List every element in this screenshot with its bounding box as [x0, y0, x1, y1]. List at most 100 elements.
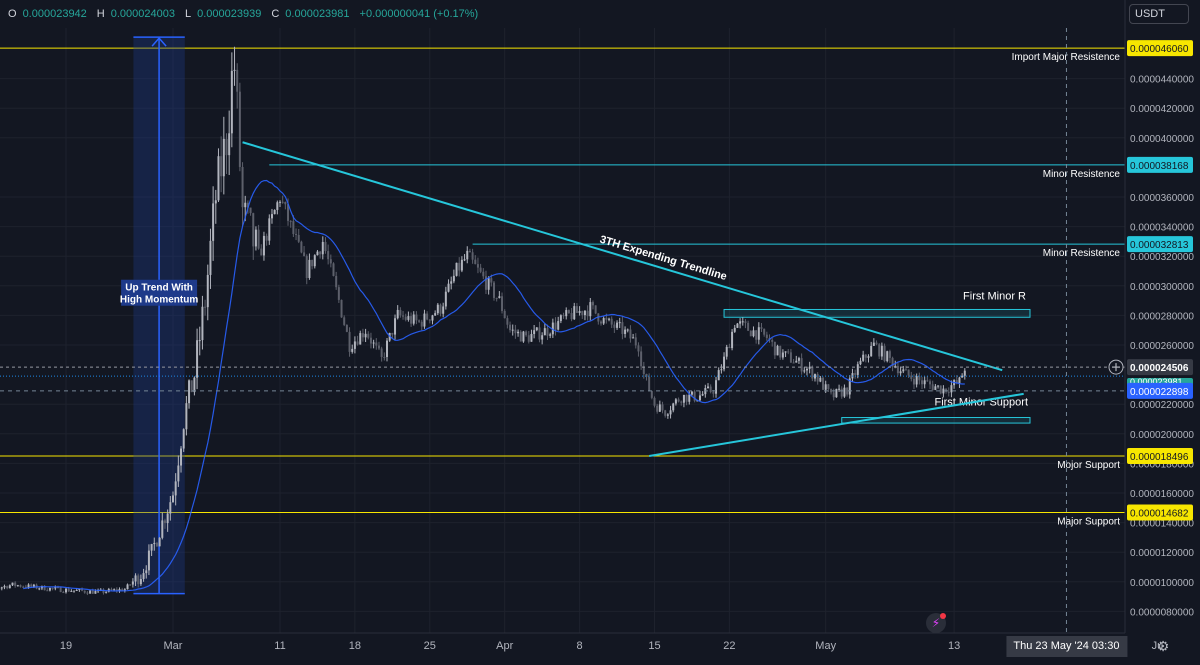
candle-body [134, 575, 137, 582]
level-price-badge [1127, 40, 1193, 57]
notification-dot [940, 613, 946, 619]
candle-body [543, 328, 546, 336]
candle-body [621, 322, 624, 334]
moving-average-line [23, 179, 965, 592]
candle-body [161, 520, 164, 538]
candle-body [372, 342, 375, 344]
candle-body [185, 403, 188, 430]
trendline[interactable] [648, 392, 1024, 457]
candle-body [733, 327, 736, 332]
candle-body [236, 69, 239, 92]
level-label: Minor Resistence [1043, 248, 1121, 259]
currency-selector[interactable]: USDT [1129, 4, 1189, 24]
price-tick-label: 0.0000340000 [1130, 223, 1194, 234]
candle-body [273, 209, 276, 215]
time-tick-label: Mar [164, 640, 183, 652]
candle-body [407, 316, 410, 320]
candle-body [757, 327, 760, 340]
price-axis[interactable]: 0.0000080000 0.0000100000 0.0000120000 0.00… [1124, 0, 1200, 665]
candle-body [658, 404, 661, 412]
candle-body [632, 337, 635, 339]
candle-body [410, 316, 413, 324]
candle-body [832, 392, 835, 398]
candle-body [230, 70, 233, 134]
candle-body [73, 590, 76, 592]
candle-body [289, 220, 292, 222]
candle-body [105, 591, 108, 593]
candle-body [169, 502, 172, 514]
gear-icon[interactable]: ⚙ [1156, 638, 1170, 654]
candle-body [38, 588, 41, 590]
crosshair-time-label: Thu 23 May '24 03:30 [1013, 640, 1119, 652]
candle-body [904, 369, 907, 371]
time-tick-label: 8 [577, 640, 583, 652]
candle-body [206, 274, 209, 308]
candle-body [709, 386, 712, 393]
candle-body [321, 241, 324, 255]
level-price-badge [1127, 236, 1193, 253]
candle-body [383, 356, 386, 358]
candle-body [260, 248, 263, 256]
candle-body [436, 304, 439, 314]
candle-body [51, 587, 54, 589]
level-price-badge [1127, 448, 1193, 465]
candle-body [685, 394, 688, 402]
time-tick-label: 11 [274, 640, 285, 652]
candle-body [356, 341, 359, 345]
candle-body [265, 235, 268, 241]
candle-body [380, 348, 383, 357]
candle-body [8, 585, 11, 589]
candle-body [204, 306, 207, 308]
candle-body [319, 251, 322, 255]
candle-body [674, 399, 677, 404]
candle-body [24, 586, 27, 588]
candle-body [91, 590, 94, 594]
candle-body [567, 310, 570, 314]
candle-body [394, 318, 397, 335]
candle-body [939, 385, 942, 394]
candle-body [503, 310, 506, 319]
candle-body [329, 259, 332, 264]
candle-body [787, 351, 790, 353]
price-tick-label: 0.0000100000 [1130, 578, 1194, 589]
candle-body [198, 340, 201, 342]
candle-body [656, 405, 659, 412]
candle-body [830, 389, 833, 393]
candle-body [177, 465, 180, 482]
candle-body [123, 589, 126, 592]
candle-body [43, 585, 46, 591]
up-trend-label-bg [121, 279, 198, 306]
candle-body [947, 391, 950, 393]
candle-body [701, 394, 704, 396]
candle-body [648, 376, 651, 392]
candle-body [931, 384, 934, 390]
candle-body [626, 329, 629, 331]
candle-body [559, 315, 562, 322]
time-axis[interactable]: 19 Mar 11 18 25 Apr 8 15 22 May 13 Ju Thu 23 May '24… [0, 632, 1200, 665]
level-label: Import Major Resistence [1012, 52, 1121, 63]
candle-body [517, 331, 520, 334]
candle-body [196, 340, 199, 378]
candle-body [396, 309, 399, 319]
candle-body [926, 380, 929, 382]
candle-body [535, 327, 538, 331]
candle-body [843, 387, 846, 397]
candle-body [460, 259, 463, 271]
level-price-label: 0.000038168 [1130, 161, 1189, 172]
candle-body [792, 362, 795, 364]
price-tick-label: 0.0000200000 [1130, 430, 1194, 441]
candle-body [188, 380, 191, 404]
candle-body [784, 351, 787, 353]
candle-body [961, 375, 964, 378]
candle-body [252, 213, 255, 247]
candle-body [391, 332, 394, 335]
candle-body [220, 156, 223, 177]
candle-body [872, 342, 875, 346]
candle-body [506, 318, 509, 325]
trendline[interactable] [242, 141, 1003, 372]
candle-body [487, 278, 490, 290]
candle-body [474, 259, 477, 265]
candle-body [728, 346, 731, 349]
candle-body [434, 313, 437, 316]
